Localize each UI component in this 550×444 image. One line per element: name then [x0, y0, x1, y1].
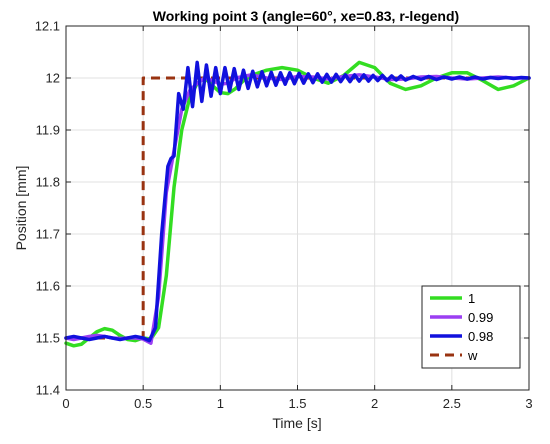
y-tick-label: 11.6: [36, 279, 60, 294]
x-tick-label: 1.5: [288, 396, 306, 411]
y-tick-label: 11.9: [36, 123, 60, 138]
x-tick-label: 3: [525, 396, 532, 411]
y-tick-label: 11.7: [36, 227, 60, 242]
x-tick-label: 0.5: [134, 396, 152, 411]
y-tick-label: 12.1: [35, 19, 60, 34]
y-tick-labels: 11.4 11.5 11.6 11.7 11.8 11.9 12 12.1: [35, 19, 60, 398]
chart-title: Working point 3 (angle=60°, xe=0.83, r-l…: [153, 8, 459, 24]
legend-label-0.98: 0.98: [468, 329, 493, 344]
legend-label-0.99: 0.99: [468, 310, 493, 325]
x-tick-label: 2: [371, 396, 378, 411]
y-tick-label: 11.5: [36, 331, 60, 346]
x-tick-labels: 0 0.5 1 1.5 2 2.5 3: [62, 396, 532, 411]
series-group: [64, 60, 531, 348]
x-tick-label: 1: [217, 396, 224, 411]
x-axis-label: Time [s]: [272, 415, 321, 431]
y-tick-label: 11.8: [36, 175, 60, 190]
y-tick-label: 12: [46, 71, 60, 86]
legend-label-1: 1: [468, 291, 475, 306]
y-axis-label: Position [mm]: [13, 166, 29, 251]
plot-frame: [65, 25, 530, 391]
legend: 1 0.99 0.98 w: [421, 285, 521, 369]
x-tick-label: 0: [62, 396, 69, 411]
y-tick-label: 11.4: [36, 383, 60, 398]
series-line-0.98: [64, 60, 531, 343]
series-line-1: [64, 60, 531, 348]
legend-label-w: w: [467, 348, 478, 363]
x-tick-label: 2.5: [443, 396, 461, 411]
